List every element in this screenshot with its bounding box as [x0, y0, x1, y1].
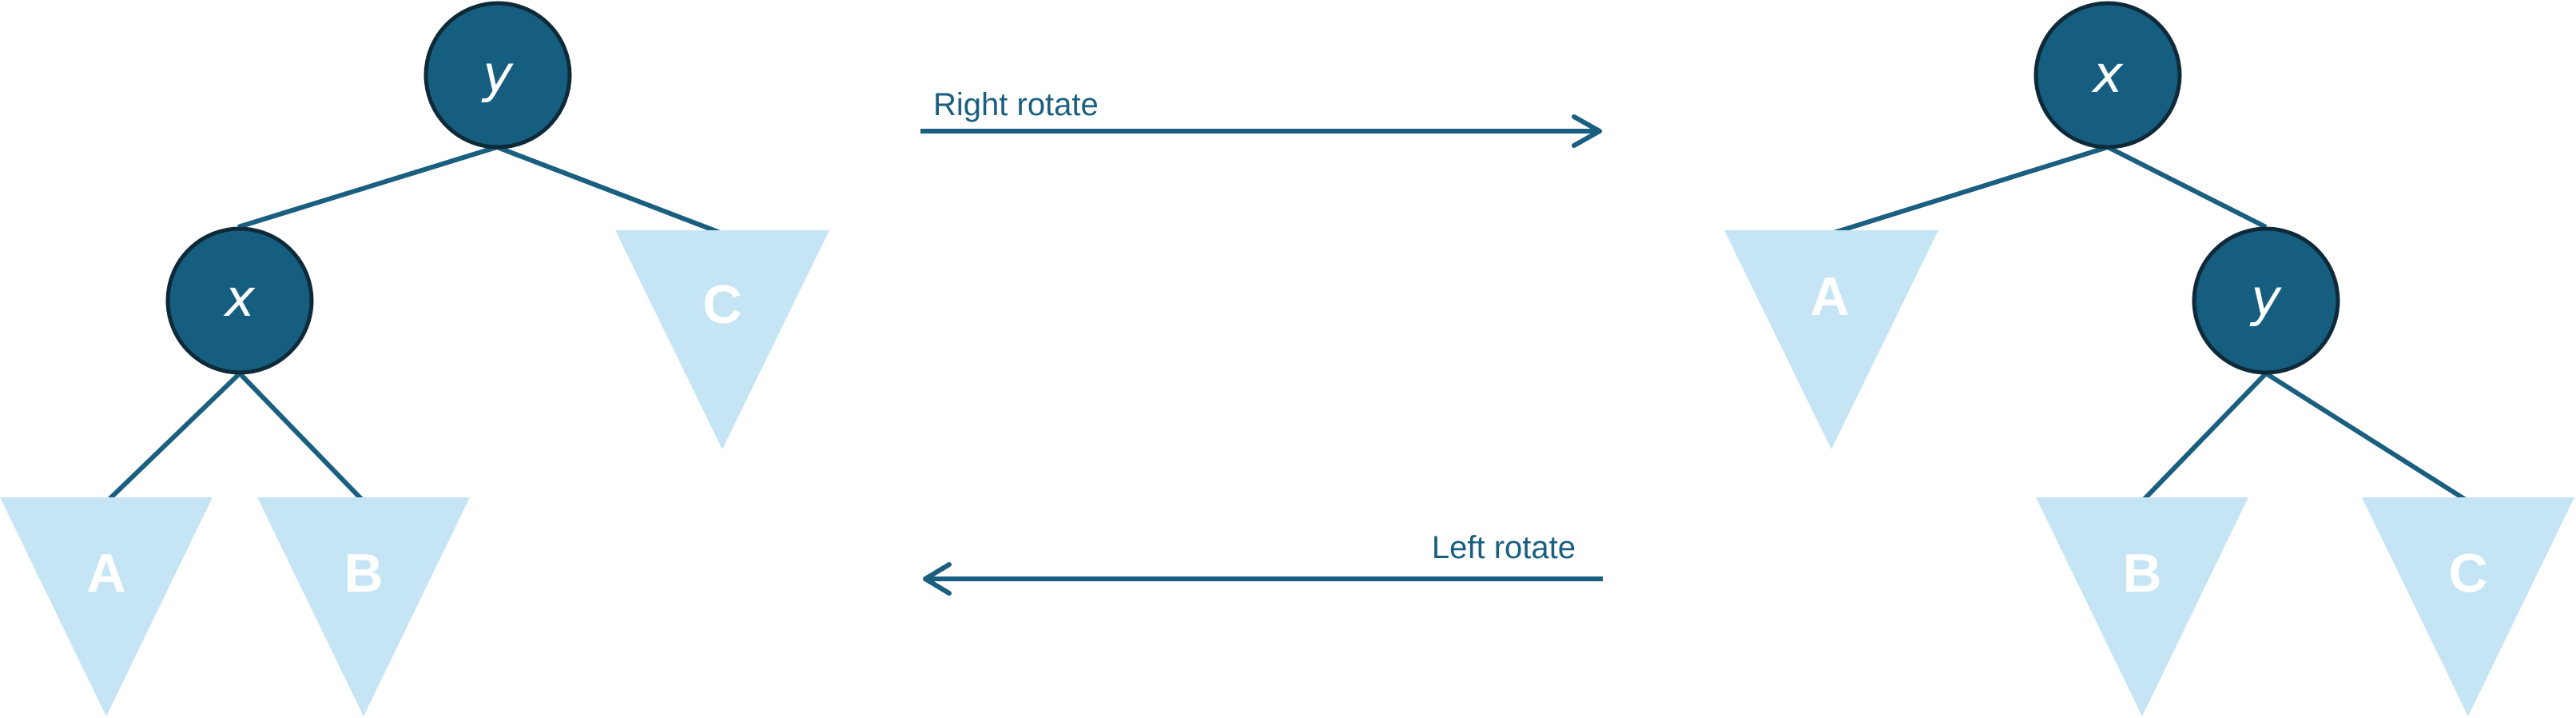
subtree-triangle — [615, 230, 829, 449]
subtree-triangle — [2362, 497, 2574, 716]
node-circle — [2033, 1, 2182, 150]
node-circle — [165, 226, 314, 375]
left-subtree-c: C — [615, 230, 829, 449]
subtree-label: C — [2448, 543, 2487, 604]
subtree-triangle — [2036, 497, 2248, 716]
left-edge-x-b — [237, 371, 366, 504]
node-label: y — [2249, 269, 2282, 329]
left-edge-x-a — [105, 371, 242, 504]
left-rotate-arrow: Left rotate — [923, 530, 1603, 596]
right-edge-x-a — [1831, 145, 2109, 236]
right-subtree-c: C — [2362, 497, 2574, 716]
left-rotate-label: Left rotate — [1432, 530, 1576, 565]
right-tree: A B C x y — [1724, 1, 2574, 716]
node-circle — [2192, 226, 2340, 375]
left-subtree-b: B — [257, 497, 470, 716]
left-tree: C A B y x — [0, 1, 829, 716]
left-edge-y-x — [237, 145, 498, 229]
node-label: y — [481, 46, 514, 105]
left-node-y: y — [423, 1, 572, 150]
right-subtree-a: A — [1724, 230, 1938, 449]
right-node-x: x — [2033, 1, 2182, 150]
right-edge-y-b — [2140, 371, 2268, 504]
right-rotate-label: Right rotate — [933, 87, 1099, 122]
subtree-label: C — [702, 274, 741, 335]
left-node-x: x — [165, 226, 314, 375]
right-edge-y-c — [2264, 371, 2470, 504]
right-rotate-arrow: Right rotate — [920, 87, 1602, 148]
subtree-triangle — [257, 497, 470, 716]
subtree-label: A — [1810, 266, 1849, 327]
node-label: x — [2091, 46, 2124, 105]
right-subtree-b: B — [2036, 497, 2248, 716]
left-subtree-a: A — [0, 497, 213, 716]
node-circle — [423, 1, 572, 150]
right-edge-x-y — [2106, 145, 2268, 229]
left-edge-y-c — [495, 145, 724, 236]
right-node-y: y — [2192, 226, 2340, 375]
subtree-label: B — [2122, 543, 2161, 604]
subtree-label: A — [86, 543, 125, 604]
subtree-label: B — [344, 543, 383, 604]
left-arrowhead-icon — [923, 562, 952, 596]
right-arrowhead-icon — [1572, 114, 1602, 148]
subtree-triangle — [1724, 230, 1938, 449]
subtree-triangle — [0, 497, 213, 716]
node-label: x — [223, 269, 256, 329]
